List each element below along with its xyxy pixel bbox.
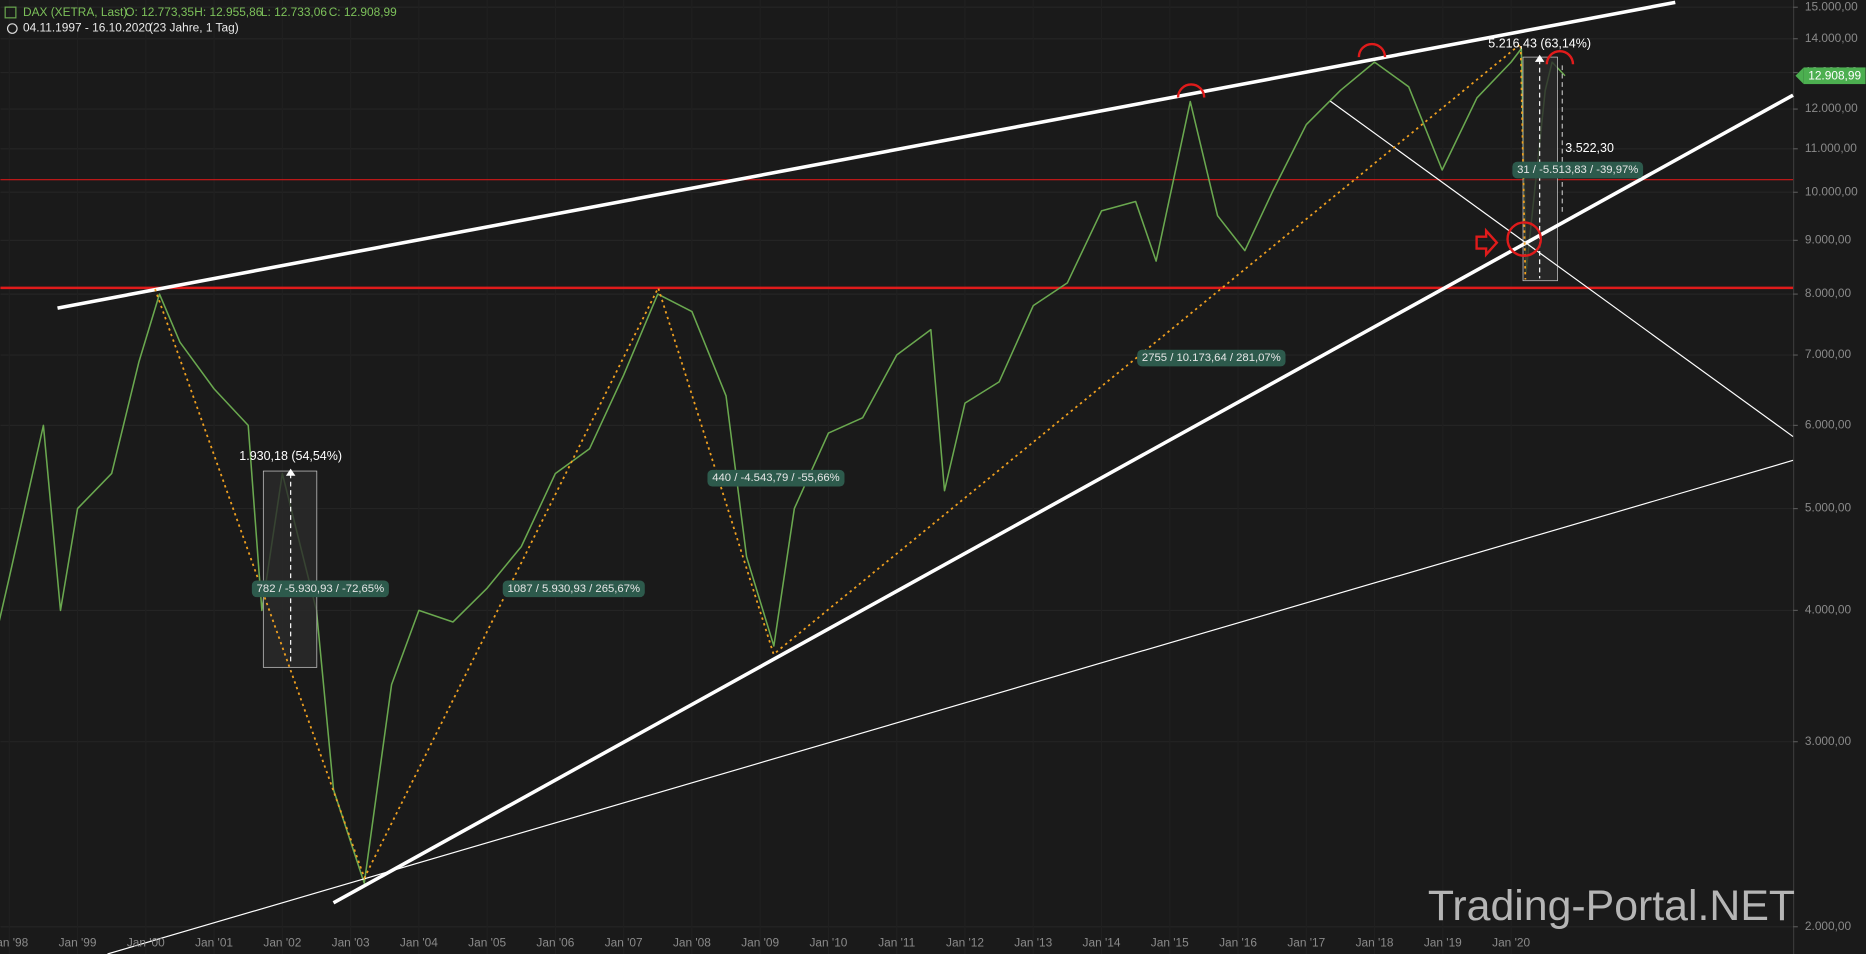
- last-price-pointer: [1795, 67, 1804, 85]
- trendline: [1329, 100, 1794, 438]
- x-tick-label: Jan '04: [400, 935, 438, 949]
- ohlc: L: 12.733,06: [261, 5, 327, 19]
- y-tick-label: 15.000,00: [1805, 0, 1858, 13]
- annotation: 782 / -5.930,93 / -72,65%: [257, 583, 385, 595]
- x-tick-label: Jan '03: [332, 935, 370, 949]
- annotations: 1.930,18 (54,54%) 782 / -5.930,93 / -72,6…: [239, 36, 1644, 598]
- x-tick-label: Jan '05: [468, 935, 506, 949]
- annotation-box: [251, 580, 389, 598]
- y-tick-label: 4.000,00: [1805, 603, 1852, 617]
- y-tick-label: 9.000,00: [1805, 232, 1852, 246]
- x-tick-label: Jan '18: [1356, 935, 1394, 949]
- arrow-marker: [1475, 227, 1499, 258]
- annotation: 5.216,43 (63,14%): [1488, 36, 1591, 50]
- y-tick-label: 7.000,00: [1805, 347, 1852, 361]
- x-tick-label: Jan '10: [809, 935, 847, 949]
- levels: [0, 179, 1794, 290]
- top-marker: [1357, 42, 1387, 58]
- instrument: DAX (XETRA, Last): [23, 5, 127, 19]
- date-span: (23 Jahre, 1 Tag): [149, 21, 239, 35]
- x-tick-label: Jan '09: [741, 935, 779, 949]
- last-price-label: 12.908,99: [1808, 68, 1861, 82]
- x-tick-label: Jan '11: [878, 935, 915, 949]
- symbol-icon: [4, 6, 17, 19]
- annotation-box: [707, 469, 845, 487]
- last-price-box: [1803, 67, 1866, 85]
- arrow-head: [1534, 54, 1545, 62]
- x-tick-label: Jan '14: [1083, 935, 1121, 949]
- annotation: 440 / -4.543,79 / -55,66%: [712, 472, 840, 484]
- watermark: Trading-Portal.NET: [1428, 882, 1795, 930]
- annotation: 3.522,30: [1565, 141, 1614, 155]
- date-range: 04.11.1997 - 16.10.2020: [23, 21, 152, 35]
- clock-icon: [6, 23, 18, 34]
- y-tick-label: 12.000,00: [1805, 101, 1858, 115]
- annotation-box: [1137, 349, 1286, 367]
- price-line: [0, 47, 1566, 885]
- header: DAX (XETRA, Last) O: 12.773,35 H: 12.955…: [4, 5, 397, 35]
- trendline: [107, 459, 1794, 954]
- trendline: [332, 93, 1794, 905]
- x-tick-label: Jan '16: [1219, 935, 1257, 949]
- y-tick-label: 6.000,00: [1805, 418, 1852, 432]
- annotation-box: [1512, 161, 1644, 179]
- annotation: 1.930,18 (54,54%): [239, 449, 342, 463]
- y-tick-label: 5.000,00: [1805, 501, 1852, 515]
- y-tick-label: 11.000,00: [1805, 141, 1857, 155]
- y-tick-label: 2.000,00: [1805, 919, 1852, 933]
- trendline: [57, 0, 1676, 310]
- ohlc: H: 12.955,86: [194, 5, 262, 19]
- annotation-box: [502, 580, 645, 598]
- top-marker: [1176, 83, 1206, 98]
- circle-marker: [1506, 221, 1543, 257]
- y-tick-label: 3.000,00: [1805, 734, 1852, 748]
- ohlc: O: 12.773,35: [125, 5, 194, 19]
- x-tick-label: Jan '12: [946, 935, 984, 949]
- price: [0, 47, 1566, 885]
- x-tick-label: Jan '02: [263, 935, 301, 949]
- x-tick-label: Jan '15: [1151, 935, 1189, 949]
- x-tick-label: Jan '99: [59, 935, 97, 949]
- y-tick-label: 8.000,00: [1805, 286, 1852, 300]
- x-tick-label: Jan '06: [536, 935, 574, 949]
- x-tick-label: Jan '00: [127, 935, 165, 949]
- x-tick-label: Jan '13: [1014, 935, 1052, 949]
- annotation: 1087 / 5.930,93 / 265,67%: [507, 583, 640, 595]
- x-tick-label: Jan '07: [605, 935, 643, 949]
- top-marker: [1545, 49, 1575, 65]
- x-tick-label: Jan '17: [1287, 935, 1325, 949]
- x-tick-label: Jan '20: [1492, 935, 1530, 949]
- y-tick-label: 10.000,00: [1805, 184, 1858, 198]
- y-tick-label: 14.000,00: [1805, 31, 1858, 45]
- ohlc: C: 12.908,99: [329, 5, 397, 19]
- annotation: 2755 / 10.173,64 / 281,07%: [1142, 352, 1281, 364]
- x-tick-label: Jan '19: [1424, 935, 1462, 949]
- x-tick-label: Jan '98: [0, 935, 29, 949]
- x-tick-label: Jan '08: [673, 935, 711, 949]
- x-tick-label: Jan '01: [195, 935, 233, 949]
- annotation: 31 / -5.513,83 / -39,97%: [1517, 164, 1638, 176]
- arrow-head: [285, 468, 296, 476]
